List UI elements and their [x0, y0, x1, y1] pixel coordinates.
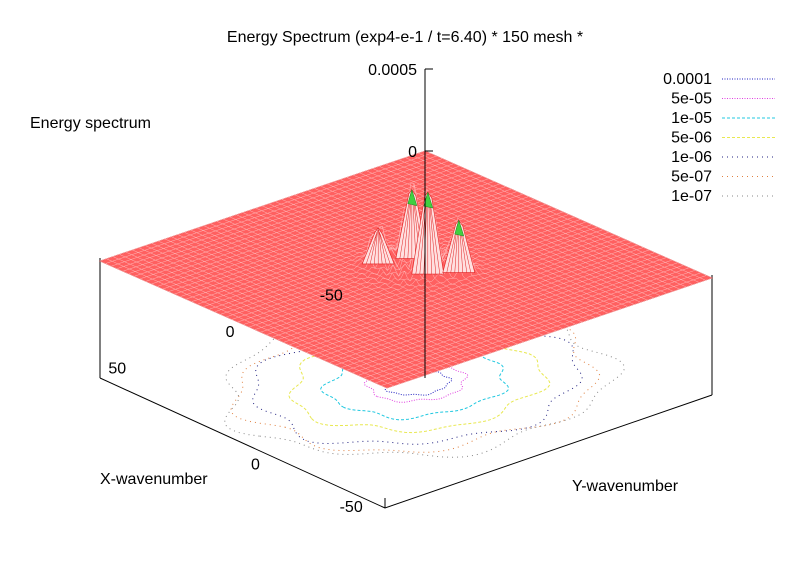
legend-label: 1e-07 — [671, 188, 712, 205]
mesh-line-y — [237, 211, 563, 323]
spectrum-peak-ridge — [423, 194, 428, 275]
z-axis-label: Energy spectrum — [30, 115, 151, 132]
mesh-line-y — [335, 254, 661, 366]
y-tick-label: -50 — [340, 499, 363, 516]
spectrum-peak-ridge — [399, 195, 411, 259]
mesh-line-y — [243, 214, 569, 325]
spectrum-peak-ridge — [369, 231, 378, 265]
x-tick-label: 50 — [108, 361, 126, 378]
surface-plane — [98, 150, 714, 389]
spectrum-peak-ridge — [365, 233, 377, 265]
mesh-line-y — [363, 267, 690, 379]
mesh-line-y — [174, 183, 500, 295]
mesh-line-y — [111, 155, 437, 267]
mesh-line-y — [312, 244, 638, 356]
mesh-line-y — [318, 247, 644, 358]
mesh-line-y — [105, 153, 431, 264]
mesh-line-y — [329, 252, 655, 363]
mesh-line-y — [99, 150, 426, 262]
chart-title: Energy Spectrum (exp4-e-1 / t=6.40) * 15… — [227, 29, 583, 46]
mesh-line-y — [226, 206, 552, 318]
spectrum-peak-ridge — [379, 233, 391, 265]
y-tick-label: 0 — [251, 457, 260, 474]
legend-label: 0.0001 — [663, 71, 712, 88]
mesh-line-y — [140, 168, 466, 280]
mesh-line-y — [300, 239, 626, 351]
mesh-line-y — [306, 242, 632, 353]
legend-label: 5e-07 — [671, 169, 712, 186]
mesh-line-y — [283, 232, 609, 343]
mesh-line-y — [197, 193, 523, 305]
mesh-line-y — [358, 265, 684, 376]
legend-label: 1e-05 — [671, 110, 712, 127]
mesh-line-y — [375, 272, 701, 384]
spectrum-peak-ridge — [428, 196, 437, 275]
mesh-line-y — [341, 257, 667, 368]
mesh-line-y — [191, 191, 517, 302]
mesh-line-y — [128, 163, 454, 274]
spectrum-peak-top-0 — [407, 188, 418, 207]
spectrum-peak-ridge — [403, 193, 411, 259]
mesh-line-y — [381, 275, 707, 386]
mesh-line-y — [151, 173, 477, 285]
z-tick-label: 0.0005 — [368, 62, 417, 79]
mesh-line-y — [346, 259, 672, 371]
mesh-line-y — [323, 249, 649, 361]
spectrum-peak-top-2 — [454, 219, 465, 237]
x-tick-label: 0 — [226, 324, 235, 341]
spectrum-peak-ridge — [429, 198, 441, 275]
mesh-line-y — [386, 277, 713, 389]
spectrum-peak-ridge — [378, 229, 383, 264]
contour-5e-05 — [363, 362, 469, 403]
x-tick-label: -50 — [320, 287, 343, 304]
mesh-line-y — [134, 165, 460, 277]
mesh-line-y — [163, 178, 489, 290]
mesh-line-y — [180, 186, 506, 297]
legend-label: 5e-05 — [671, 91, 712, 108]
spectrum-peak-top-1 — [423, 191, 434, 209]
mesh-line-y — [117, 158, 443, 269]
mesh-line-y — [145, 171, 471, 282]
x-axis-label: X-wavenumber — [100, 471, 208, 488]
mesh-line-y — [122, 160, 449, 272]
z-tick-label: 0 — [408, 144, 417, 161]
spectrum-peak-ridge — [415, 198, 427, 275]
mesh-line-y — [277, 229, 603, 340]
mesh-line-y — [289, 234, 615, 346]
mesh-line-y — [352, 262, 678, 374]
mesh-line-y — [272, 221, 598, 338]
legend-label: 5e-06 — [671, 130, 712, 147]
contour-5e-07 — [230, 313, 601, 453]
mesh-line-y — [369, 270, 695, 381]
mesh-line-y — [231, 182, 558, 320]
mesh-line-y — [168, 181, 494, 292]
y-axis-label: Y-wavenumber — [572, 478, 679, 495]
spectrum-peak-ridge — [379, 231, 387, 265]
contour-1e-05 — [320, 348, 510, 421]
legend-label: 1e-06 — [671, 149, 712, 166]
spectrum-peak-ridge — [373, 229, 378, 264]
mesh-line-y — [295, 237, 621, 348]
mesh-line-y — [186, 188, 512, 300]
mesh-line-y — [203, 196, 529, 307]
